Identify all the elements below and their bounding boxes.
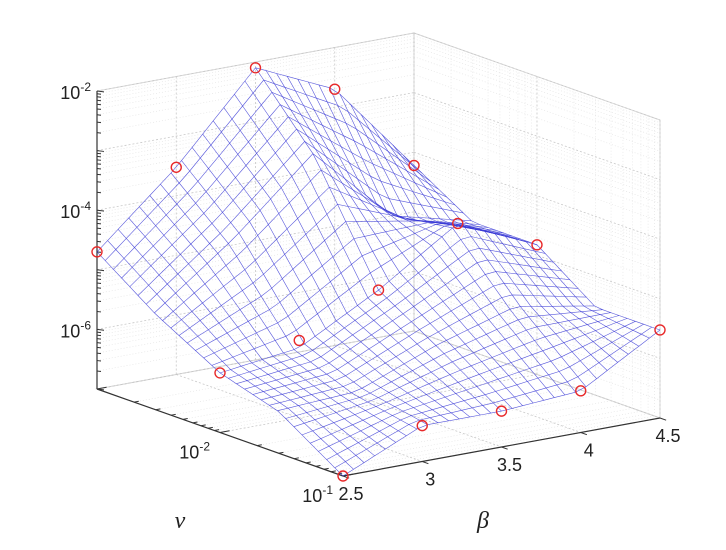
x-tick-label: 4.5 <box>655 426 680 446</box>
y-tick-label: 10-2 <box>179 440 210 463</box>
x-axis-label: β <box>476 508 489 534</box>
x-tick <box>502 447 508 449</box>
x-tick <box>660 418 666 420</box>
z-tick-label: 10-2 <box>60 80 91 103</box>
x-tick <box>581 433 587 435</box>
y-tick-label: 10-1 <box>302 483 333 506</box>
y-axis-label: ν <box>175 508 186 534</box>
z-tick-label: 10-6 <box>60 318 91 341</box>
x-tick-label: 3.5 <box>497 455 522 475</box>
x-tick-label: 2.5 <box>338 484 363 504</box>
z-tick-label: 10-4 <box>60 199 91 222</box>
x-tick-label: 3 <box>425 470 435 490</box>
x-tick-label: 4 <box>584 441 594 461</box>
x-tick <box>422 462 428 464</box>
